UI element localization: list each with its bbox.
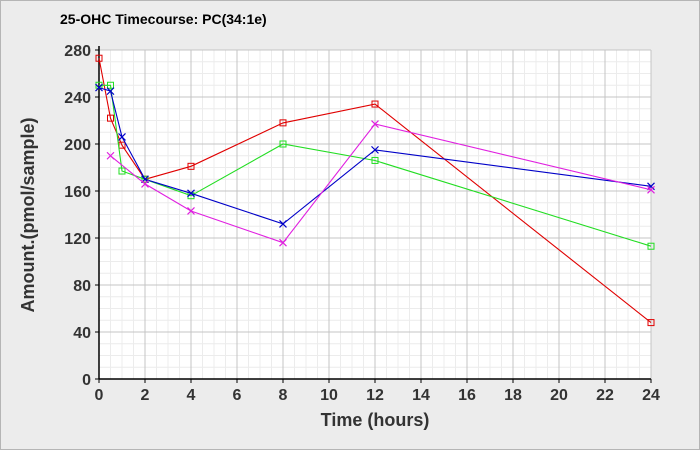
- data-point-red: [95, 54, 103, 62]
- data-point-green: [279, 140, 287, 148]
- data-point-magenta: [647, 185, 655, 194]
- data-point-red: [371, 100, 379, 108]
- data-point-green: [118, 167, 126, 175]
- series-line-magenta: [110, 123, 652, 244]
- data-point-blue: [118, 133, 126, 141]
- data-point-green: [107, 81, 114, 89]
- data-point-green: [371, 156, 379, 164]
- series-magenta: [106, 120, 655, 247]
- x-tick-label: 14: [412, 387, 430, 404]
- data-point-magenta: [187, 207, 195, 215]
- y-tick-label: 160: [64, 184, 91, 201]
- data-point-red: [647, 319, 655, 327]
- x-tick-label: 22: [596, 387, 614, 404]
- series-layer: [95, 54, 655, 327]
- data-point-green: [141, 175, 149, 183]
- data-point-blue: [371, 145, 379, 154]
- data-point-red: [279, 119, 287, 127]
- data-point-blue: [95, 83, 103, 92]
- x-tick-label: 4: [187, 387, 196, 404]
- axes: [95, 46, 652, 383]
- x-axis-label: Time (hours): [321, 410, 430, 430]
- x-tick-labels: 0 2 4 6 8 10 12 14 16 18 20 22 24: [95, 387, 660, 404]
- y-axis-label: Amount.(pmol/sample): [18, 117, 38, 312]
- x-tick-label: 24: [642, 387, 660, 404]
- x-tick-label: 10: [320, 387, 338, 404]
- major-grid: [98, 49, 652, 380]
- x-tick-label: 0: [95, 387, 104, 404]
- x-tick-label: 20: [550, 387, 568, 404]
- series-line-red: [98, 58, 652, 324]
- x-tick-label: 16: [458, 387, 476, 404]
- data-point-green: [647, 242, 655, 250]
- data-point-blue: [647, 182, 655, 191]
- data-point-magenta: [279, 238, 287, 247]
- x-tick-label: 6: [233, 387, 242, 404]
- data-point-red: [187, 162, 195, 170]
- x-tick-label: 12: [366, 387, 384, 404]
- y-tick-label: 0: [82, 372, 91, 389]
- y-tick-label: 200: [64, 137, 91, 154]
- data-point-magenta: [106, 151, 115, 160]
- series-red: [95, 54, 655, 327]
- data-point-blue: [187, 189, 195, 198]
- chart-title: 25-OHC Timecourse: PC(34:1e): [60, 11, 267, 27]
- y-tick-labels: 0 40 80 120 160 200 240 280: [64, 43, 91, 389]
- x-tick-label: 8: [279, 387, 288, 404]
- y-tick-label: 280: [64, 43, 91, 60]
- y-tick-label: 40: [73, 325, 91, 342]
- y-tick-label: 80: [73, 278, 91, 295]
- x-tick-label: 2: [141, 387, 150, 404]
- y-tick-label: 240: [64, 90, 91, 107]
- data-point-magenta: [371, 120, 379, 128]
- x-tick-label: 18: [504, 387, 522, 404]
- y-tick-label: 120: [64, 231, 91, 248]
- series-line-blue: [98, 87, 652, 225]
- data-point-blue: [279, 219, 287, 228]
- series-blue: [95, 83, 655, 228]
- data-point-red: [107, 114, 114, 122]
- data-point-magenta: [141, 180, 149, 188]
- data-point-blue: [106, 87, 115, 96]
